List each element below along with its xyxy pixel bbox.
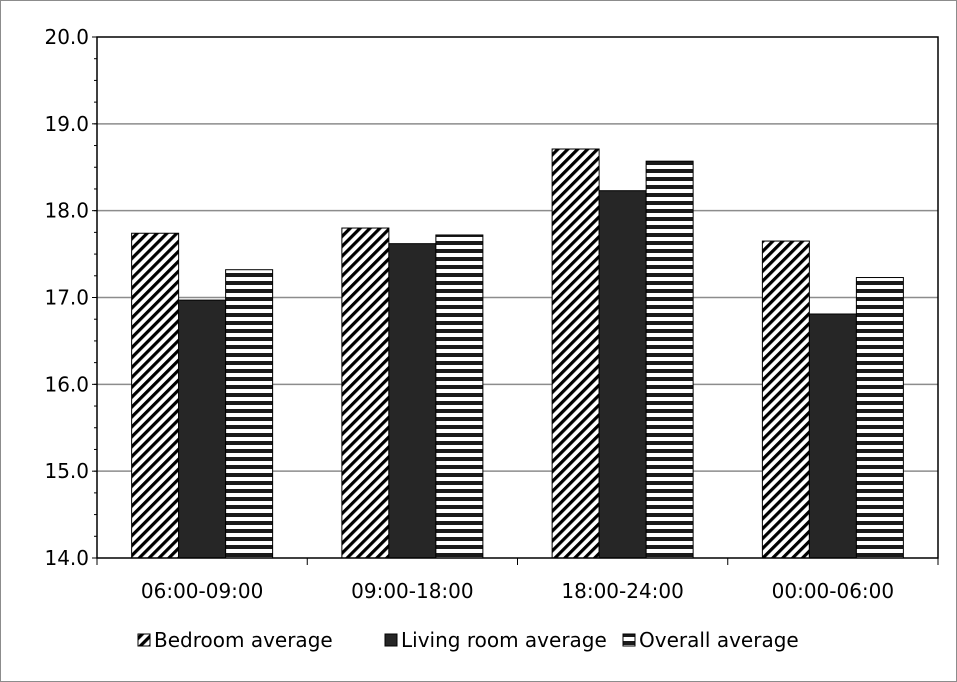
legend-label: Living room average xyxy=(401,628,607,652)
y-tick-label: 15.0 xyxy=(44,459,89,483)
bar-overall-average xyxy=(435,234,484,559)
y-tick-label: 16.0 xyxy=(44,372,89,396)
legend-label: Overall average xyxy=(639,628,799,652)
axis-labels: 14.0 15.0 16.0 17.0 18.0 19.0 20.0 06:00-09:00 0… xyxy=(44,25,894,603)
legend-label: Bedroom average xyxy=(154,628,333,652)
bar-bedroom-average xyxy=(551,148,600,559)
bar-bedroom-average xyxy=(341,227,390,559)
x-tick-label: 00:00-06:00 xyxy=(772,579,895,603)
bar-bedroom-average xyxy=(761,240,810,559)
bar-living-room-average xyxy=(178,299,227,559)
y-tick-label: 18.0 xyxy=(44,199,89,223)
bar-overall-average xyxy=(645,160,694,559)
x-tick-label: 06:00-09:00 xyxy=(141,579,264,603)
bar-living-room-average xyxy=(388,243,437,559)
x-tick-label: 09:00-18:00 xyxy=(351,579,474,603)
bar-living-room-average xyxy=(808,313,857,559)
legend: Bedroom average Living room average Overal… xyxy=(137,628,799,652)
bar-living-room-average xyxy=(598,190,647,559)
x-tick-label: 18:00-24:00 xyxy=(561,579,684,603)
bars xyxy=(131,148,904,559)
y-tick-label: 19.0 xyxy=(44,112,89,136)
y-tick-label: 14.0 xyxy=(44,546,89,570)
legend-swatch xyxy=(622,633,636,647)
axes xyxy=(92,36,939,565)
bar-overall-average xyxy=(855,277,904,559)
bar-overall-average xyxy=(225,269,274,559)
legend-swatch xyxy=(384,633,398,647)
bar-bedroom-average xyxy=(131,232,180,559)
y-tick-label: 17.0 xyxy=(44,286,89,310)
legend-swatch xyxy=(137,633,151,647)
y-tick-label: 20.0 xyxy=(44,25,89,49)
plot-area-border xyxy=(96,36,939,559)
